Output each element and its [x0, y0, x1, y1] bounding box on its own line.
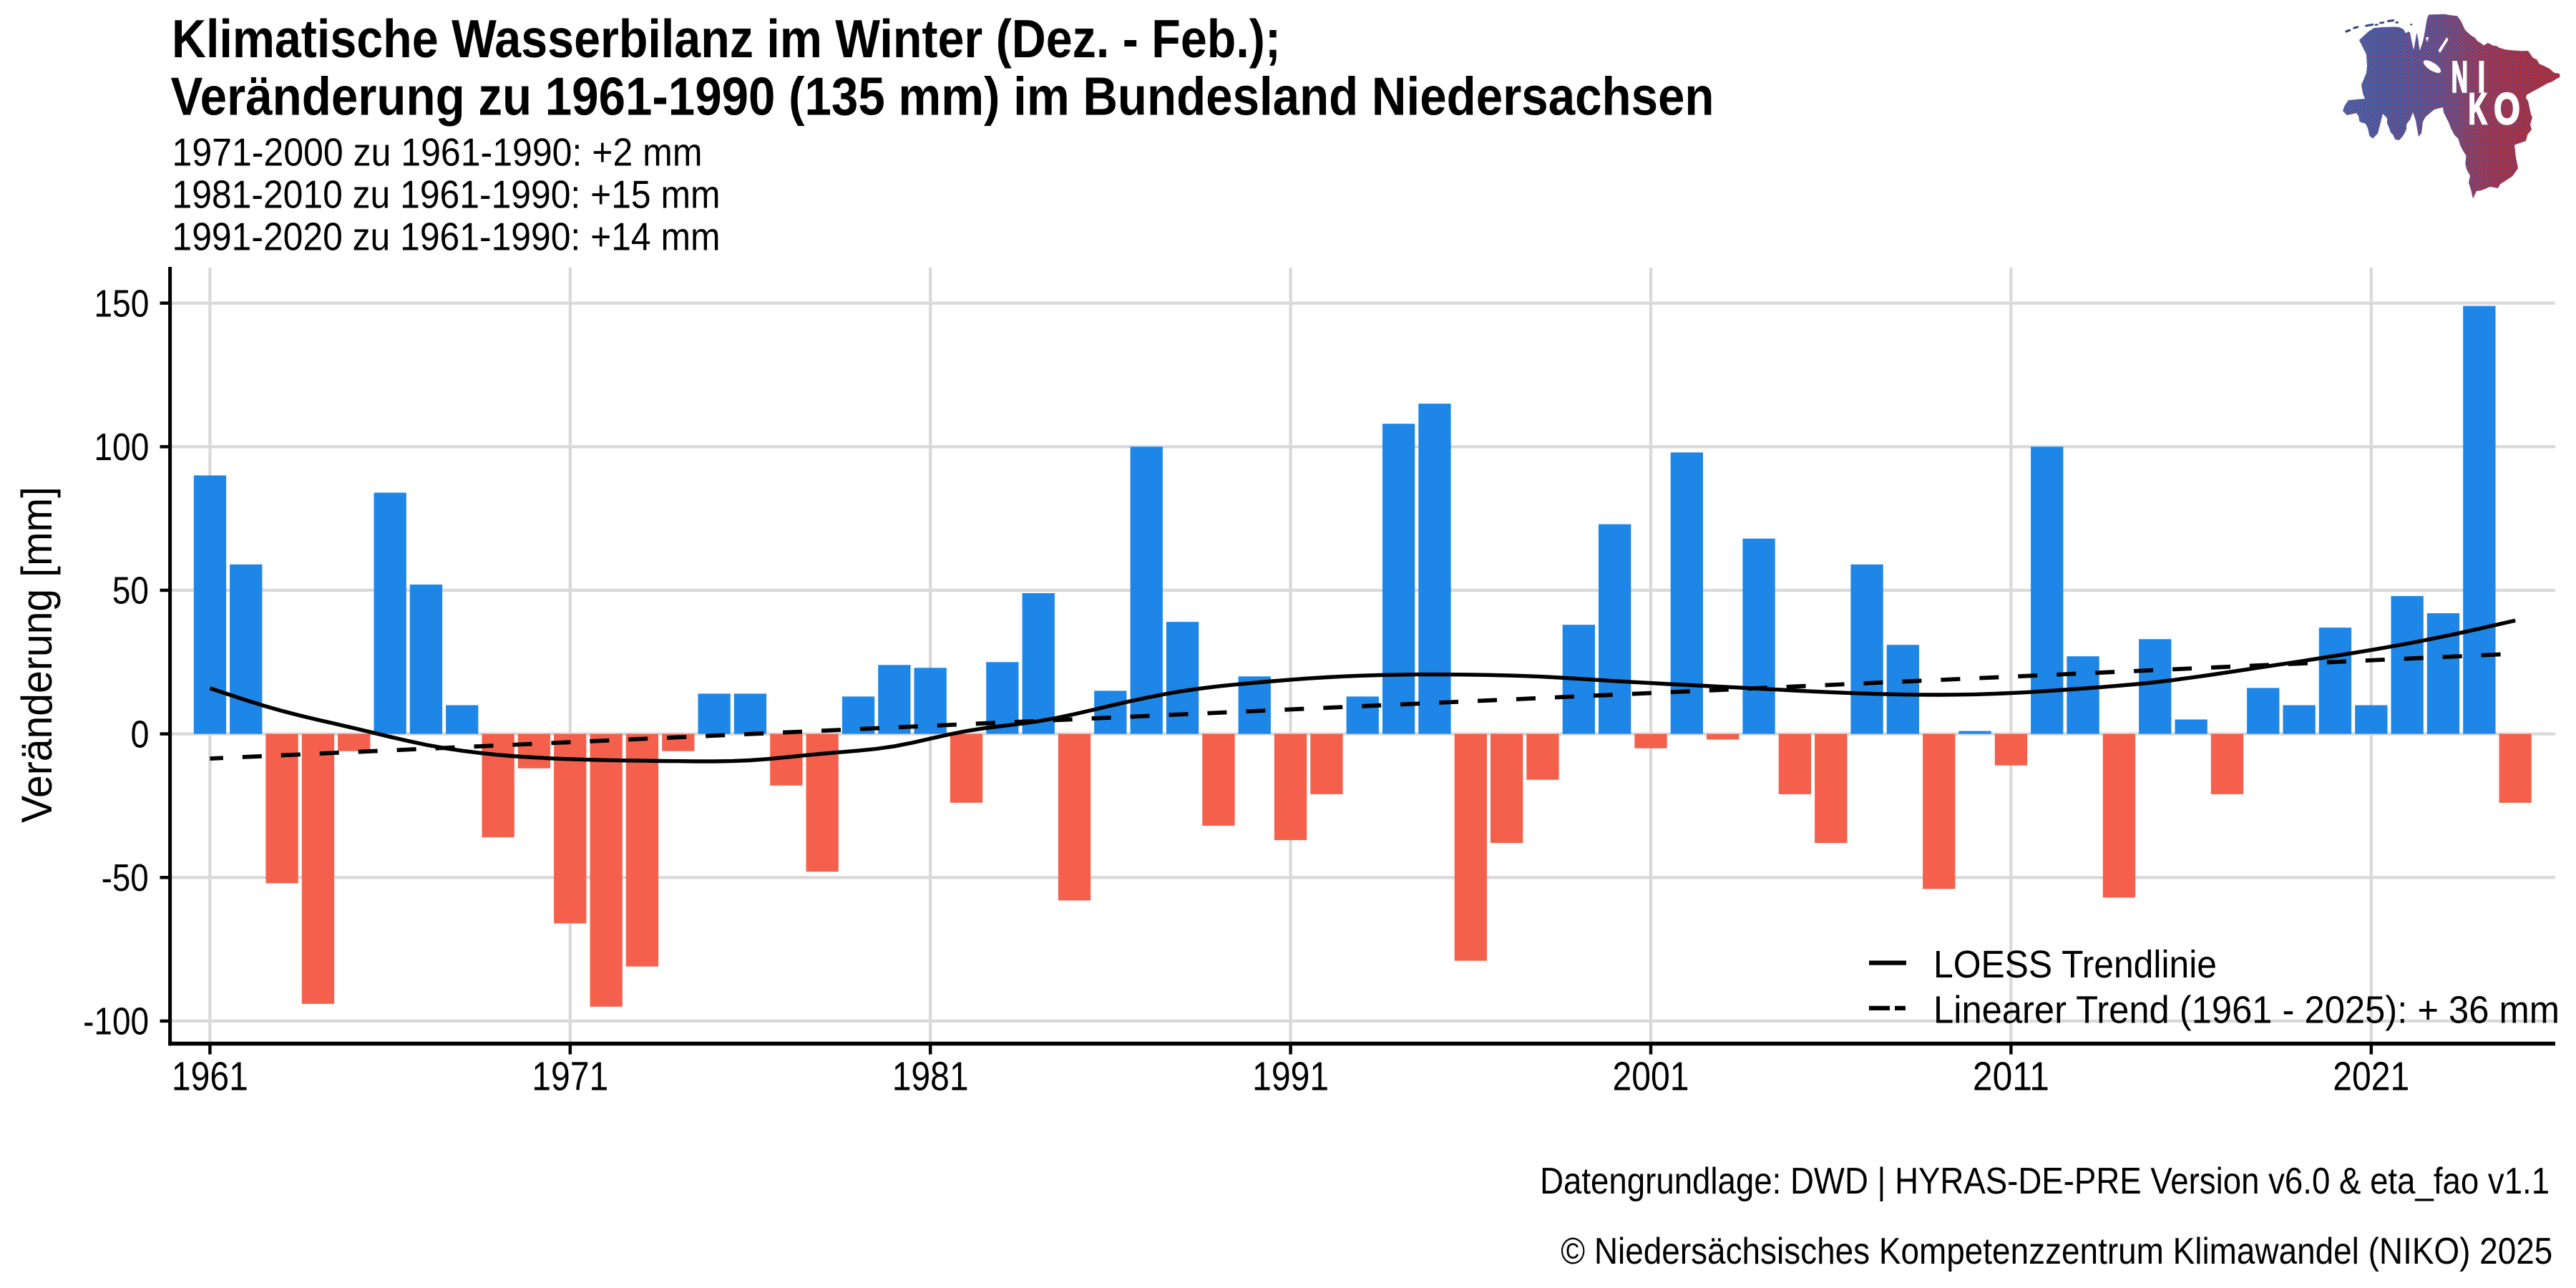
- svg-text:2011: 2011: [1973, 1054, 2049, 1100]
- svg-text:2021: 2021: [2333, 1054, 2409, 1100]
- svg-text:1991-2020 zu 1961-1990: +14 mm: 1991-2020 zu 1961-1990: +14 mm: [172, 215, 721, 259]
- svg-text:-100: -100: [83, 1000, 149, 1043]
- svg-text:1981: 1981: [892, 1054, 969, 1100]
- svg-text:O: O: [2494, 84, 2519, 133]
- svg-text:2001: 2001: [1613, 1054, 1689, 1100]
- svg-text:Veränderung [mm]: Veränderung [mm]: [13, 487, 61, 823]
- svg-text:50: 50: [112, 570, 149, 613]
- svg-text:1971: 1971: [532, 1054, 608, 1100]
- svg-text:I: I: [2478, 53, 2485, 102]
- svg-text:N: N: [2451, 53, 2468, 102]
- svg-text:-50: -50: [102, 857, 149, 899]
- svg-text:Klimatische Wasserbilanz im Wi: Klimatische Wasserbilanz im Winter (Dez.…: [172, 9, 1281, 69]
- svg-text:1961: 1961: [172, 1054, 248, 1100]
- svg-text:100: 100: [94, 426, 149, 469]
- svg-text:150: 150: [94, 282, 149, 325]
- svg-text:K: K: [2469, 84, 2487, 133]
- svg-text:1981-2010 zu 1961-1990: +15 mm: 1981-2010 zu 1961-1990: +15 mm: [172, 172, 721, 217]
- svg-text:Veränderung zu 1961-1990 (135: Veränderung zu 1961-1990 (135 mm) im Bun…: [171, 67, 1714, 127]
- svg-text:1971-2000 zu 1961-1990: +2 mm: 1971-2000 zu 1961-1990: +2 mm: [172, 130, 703, 175]
- svg-text:LOESS Trendlinie: LOESS Trendlinie: [1933, 943, 2217, 986]
- svg-text:Linearer Trend (1961 - 2025):: Linearer Trend (1961 - 2025): + 36 mm: [1933, 988, 2560, 1031]
- svg-text:0: 0: [131, 713, 150, 756]
- svg-text:1991: 1991: [1252, 1054, 1329, 1100]
- svg-text:© Niedersächsisches Kompetenzz: © Niedersächsisches Kompetenzzentrum Kli…: [1561, 1231, 2552, 1272]
- svg-text:Datengrundlage: DWD | HYRAS-DE: Datengrundlage: DWD | HYRAS-DE-PRE Versi…: [1540, 1161, 2550, 1202]
